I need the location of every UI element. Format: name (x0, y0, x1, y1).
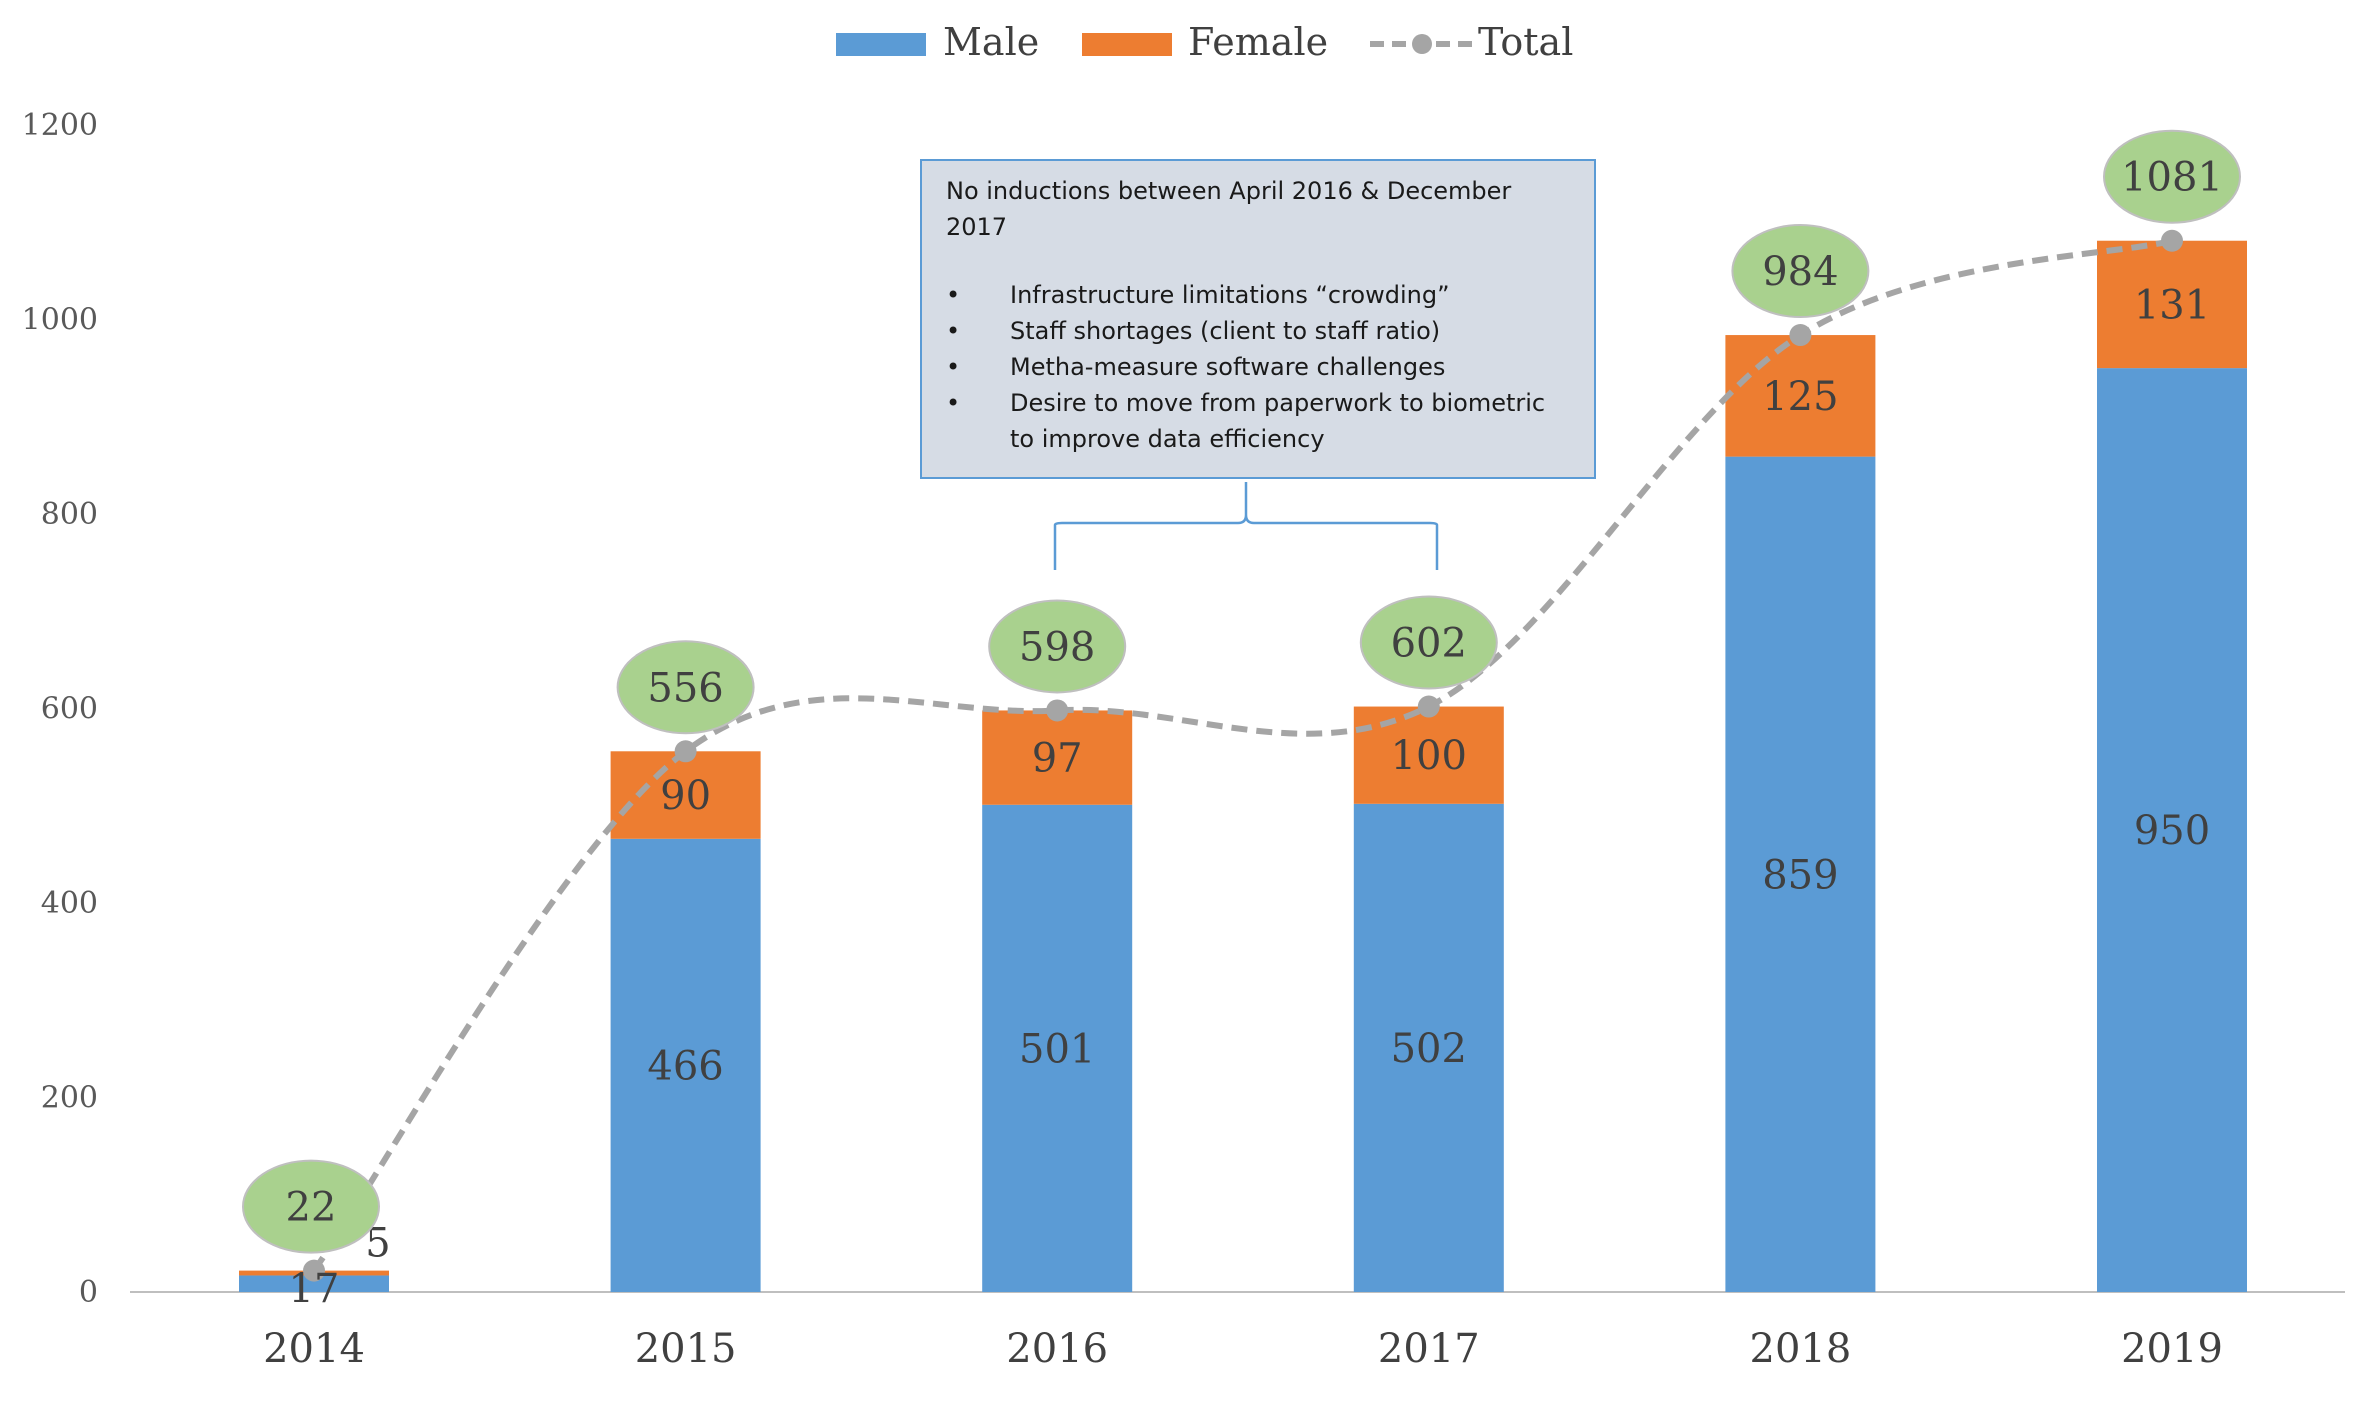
annotation-bullet-text: Desire to move from paperwork to biometr… (1010, 389, 1545, 417)
annotation-bullet-text: Metha-measure software challenges (1010, 353, 1445, 381)
annotation-bullet-text: to improve data efficiency (1010, 425, 1325, 453)
bar-male (982, 804, 1133, 1292)
x-axis-ticks: 2014 2015 2016 2017 2018 2019 (263, 1326, 2223, 1372)
data-label-male: 466 (647, 1043, 723, 1089)
annotation-text: No inductions between April 2016 & Decem… (946, 177, 1545, 453)
y-tick-label: 1000 (22, 303, 98, 338)
bar-female (610, 751, 761, 839)
total-label: 556 (616, 640, 755, 735)
annotation-line: No inductions between April 2016 & Decem… (946, 177, 1511, 205)
total-value: 598 (1019, 624, 1095, 670)
annotation-line: 2017 (946, 213, 1007, 241)
data-label-male: 859 (1762, 852, 1838, 898)
total-marker (2161, 229, 2183, 252)
annotation-bullet: • (946, 317, 960, 345)
x-tick-label: 2019 (2121, 1326, 2223, 1372)
legend-swatch-female (1082, 33, 1172, 56)
bar-female (982, 710, 1133, 805)
total-bubble (1359, 595, 1498, 690)
total-marker (303, 1259, 325, 1282)
bar-male (239, 1275, 389, 1292)
total-label: 602 (1359, 595, 1498, 690)
bar-male (1725, 456, 1876, 1292)
x-tick-label: 2014 (263, 1326, 365, 1372)
total-label: 22 (242, 1159, 380, 1254)
total-bubble (988, 599, 1127, 694)
total-marker (1046, 699, 1069, 722)
total-value: 1081 (2121, 155, 2223, 201)
y-tick-label: 600 (41, 692, 98, 727)
annotation-bullet-text: Staff shortages (client to staff ratio) (1010, 317, 1440, 345)
annotation-bullet-text: Infrastructure limitations “crowding” (1010, 281, 1450, 309)
legend-label-male: Male (943, 20, 1039, 64)
total-value: 556 (647, 665, 723, 711)
legend-swatch-male (836, 33, 926, 56)
y-axis-ticks: 0 200 400 600 800 1000 1200 (22, 108, 98, 1310)
bar-male (2097, 368, 2247, 1292)
data-label-female: 97 (1032, 736, 1083, 782)
bars (239, 240, 2247, 1292)
annotation-bullet: • (946, 353, 960, 381)
y-tick-label: 200 (41, 1081, 98, 1116)
data-label-male: 502 (1391, 1026, 1467, 1072)
legend: Male Female Total (836, 20, 1573, 64)
y-tick-label: 0 (79, 1275, 98, 1310)
total-marker (674, 740, 697, 763)
total-value: 22 (286, 1185, 337, 1231)
total-value: 602 (1391, 621, 1467, 667)
data-label-female: 125 (1762, 374, 1838, 420)
total-bubble (2103, 129, 2241, 224)
bar-female (1725, 335, 1876, 457)
x-tick-label: 2018 (1750, 1326, 1852, 1372)
data-label-male: 17 (289, 1266, 340, 1312)
legend-marker-total (1412, 34, 1432, 54)
total-bubble (616, 640, 755, 735)
annotation-bullet: • (946, 389, 960, 417)
legend-label-total: Total (1478, 20, 1573, 64)
total-label: 984 (1731, 224, 1870, 319)
x-tick-label: 2016 (1006, 1326, 1108, 1372)
data-label-female: 131 (2134, 282, 2210, 328)
annotation-callout: No inductions between April 2016 & Decem… (920, 159, 1596, 570)
annotation-box (920, 159, 1596, 479)
bar-female (2097, 240, 2247, 369)
total-bubble (242, 1159, 380, 1254)
x-tick-label: 2017 (1378, 1326, 1480, 1372)
x-tick-label: 2015 (635, 1326, 737, 1372)
total-marker (1789, 324, 1812, 347)
data-label-female: 100 (1391, 733, 1467, 779)
annotation-bullet: • (946, 281, 960, 309)
y-tick-label: 1200 (22, 108, 98, 143)
total-value: 984 (1762, 249, 1838, 295)
data-label-male: 950 (2134, 808, 2210, 854)
total-series-markers (303, 229, 2183, 1282)
data-label-male: 501 (1019, 1026, 1095, 1072)
y-tick-label: 400 (41, 886, 98, 921)
y-tick-label: 800 (41, 497, 98, 532)
total-label: 1081 (2103, 129, 2241, 224)
legend-label-female: Female (1188, 20, 1328, 64)
total-labels: 22 556 598 602 984 1081 (242, 129, 2241, 1254)
bar-female (1353, 706, 1504, 804)
total-marker (1417, 695, 1440, 718)
total-series-line (311, 237, 2173, 1273)
annotation-brace (1053, 482, 1439, 570)
data-label-female: 90 (660, 773, 711, 819)
total-label: 598 (988, 599, 1127, 694)
total-bubble (1731, 224, 1870, 319)
bar-male (1353, 803, 1504, 1292)
bar-male (610, 838, 761, 1292)
